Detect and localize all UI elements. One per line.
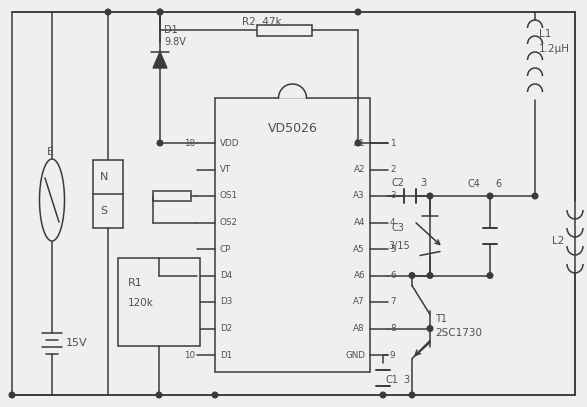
Text: VD5026: VD5026 [268,122,318,134]
Text: A6: A6 [353,271,365,280]
Text: 3: 3 [403,375,409,385]
Circle shape [427,326,433,331]
Text: R1: R1 [128,278,143,288]
Text: 2SC1730: 2SC1730 [435,328,482,339]
Polygon shape [153,52,167,68]
Text: 7: 7 [390,298,396,306]
Text: E: E [47,147,54,157]
Text: 9: 9 [390,350,396,359]
Circle shape [427,193,433,199]
Text: A2: A2 [353,165,365,174]
Text: D2: D2 [220,324,232,333]
Circle shape [380,392,386,398]
Text: 15V: 15V [66,338,87,348]
Text: 6: 6 [495,179,501,189]
Circle shape [487,273,493,278]
Text: C4: C4 [468,179,481,189]
Text: 4: 4 [390,218,396,227]
Circle shape [212,392,218,398]
Text: GND: GND [345,350,365,359]
Text: 3: 3 [390,192,396,201]
Polygon shape [278,84,306,98]
Circle shape [532,193,538,199]
Text: C1: C1 [386,375,399,385]
Text: OS1: OS1 [220,192,238,201]
Circle shape [156,392,162,398]
Circle shape [355,140,361,146]
Text: A8: A8 [353,324,365,333]
Text: A3: A3 [353,192,365,201]
Text: D4: D4 [220,271,232,280]
Text: D3: D3 [220,298,232,306]
Text: A7: A7 [353,298,365,306]
Text: L2: L2 [552,236,564,246]
Circle shape [409,273,415,278]
Text: 6: 6 [390,271,396,280]
Circle shape [427,273,433,278]
Circle shape [105,9,111,15]
Text: VDD: VDD [220,138,239,147]
Text: A5: A5 [353,245,365,254]
Text: C2: C2 [392,178,405,188]
Text: 18: 18 [184,138,195,147]
Text: R2  47k: R2 47k [241,17,281,27]
Text: 10: 10 [184,350,195,359]
Text: 8: 8 [390,324,396,333]
Circle shape [9,392,15,398]
Circle shape [157,140,163,146]
Bar [215,98,370,372]
Circle shape [355,9,361,15]
Text: 120k: 120k [128,298,154,308]
Text: 3/15: 3/15 [388,241,410,251]
Text: C3: C3 [392,223,405,233]
Circle shape [157,9,163,15]
Circle shape [487,193,493,199]
Ellipse shape [39,159,65,241]
Bar [118,258,200,346]
Text: A4: A4 [353,218,365,227]
Circle shape [157,9,163,15]
Text: 3: 3 [420,178,426,188]
Text: CP: CP [220,245,231,254]
Text: T1: T1 [435,313,447,324]
Text: OS2: OS2 [220,218,238,227]
Text: 9.8V: 9.8V [164,37,186,47]
Text: D1: D1 [164,25,178,35]
Text: 2: 2 [390,165,396,174]
Bar [93,160,123,228]
Text: 1.2μH: 1.2μH [539,44,570,54]
Text: L1: L1 [539,29,551,39]
Circle shape [409,392,415,398]
Text: N: N [100,172,109,182]
Bar [153,191,191,201]
Text: 5: 5 [390,245,396,254]
Text: S: S [100,206,107,216]
Bar [257,24,312,35]
Text: A1: A1 [353,138,365,147]
Text: D1: D1 [220,350,232,359]
Text: VT: VT [220,165,231,174]
Text: 1: 1 [390,138,396,147]
